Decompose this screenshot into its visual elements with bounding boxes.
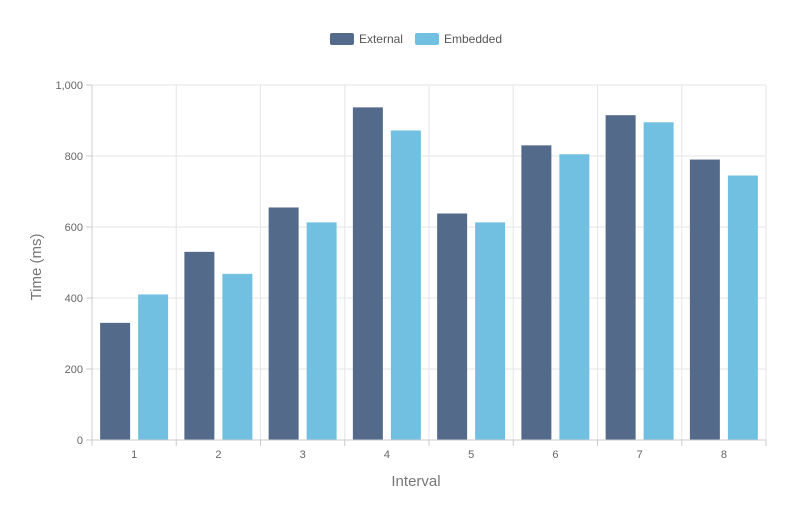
x-axis-title: Interval [391,473,440,490]
legend-swatch-embedded[interactable] [414,33,439,45]
x-tick-label: 5 [468,449,474,461]
x-tick-label: 6 [552,449,558,461]
bar-embedded-5[interactable] [475,222,506,440]
x-tick-label: 4 [384,449,390,461]
x-tick-label: 3 [300,449,306,461]
legend-label-embedded[interactable]: Embedded [444,32,502,46]
bar-external-6[interactable] [521,145,552,440]
bar-external-4[interactable] [352,107,383,441]
x-tick-label: 7 [637,449,643,461]
bar-external-2[interactable] [184,251,215,440]
bar-embedded-6[interactable] [559,154,590,440]
bar-embedded-7[interactable] [643,122,674,441]
bar-external-5[interactable] [437,213,468,440]
y-tick-label: 600 [65,222,83,234]
bar-external-3[interactable] [268,207,299,440]
bar-embedded-3[interactable] [306,222,337,440]
bar-embedded-8[interactable] [727,175,758,440]
legend-swatch-external[interactable] [329,33,354,45]
x-tick-label: 8 [721,449,727,461]
legend[interactable]: External Embedded [329,32,502,46]
y-tick-label: 1,000 [55,80,83,92]
bars [100,107,758,441]
bar-external-7[interactable] [605,115,636,441]
y-tick-label: 0 [77,435,83,447]
x-tick-label: 2 [215,449,221,461]
bar-embedded-1[interactable] [138,294,169,440]
y-tick-label: 200 [65,364,83,376]
bar-external-1[interactable] [100,322,131,440]
y-tick-label: 800 [65,151,83,163]
bar-external-8[interactable] [689,159,720,441]
x-tick-label: 1 [131,449,137,461]
y-tick-label: 400 [65,293,83,305]
bar-embedded-4[interactable] [390,130,421,440]
bar-embedded-2[interactable] [222,273,253,440]
legend-label-external[interactable]: External [359,32,403,46]
y-axis-title: Time (ms) [28,234,45,301]
grid-lines [91,84,767,441]
axes: 0 200 400 600 800 1,000 1 2 3 4 5 6 7 8 [55,80,767,461]
